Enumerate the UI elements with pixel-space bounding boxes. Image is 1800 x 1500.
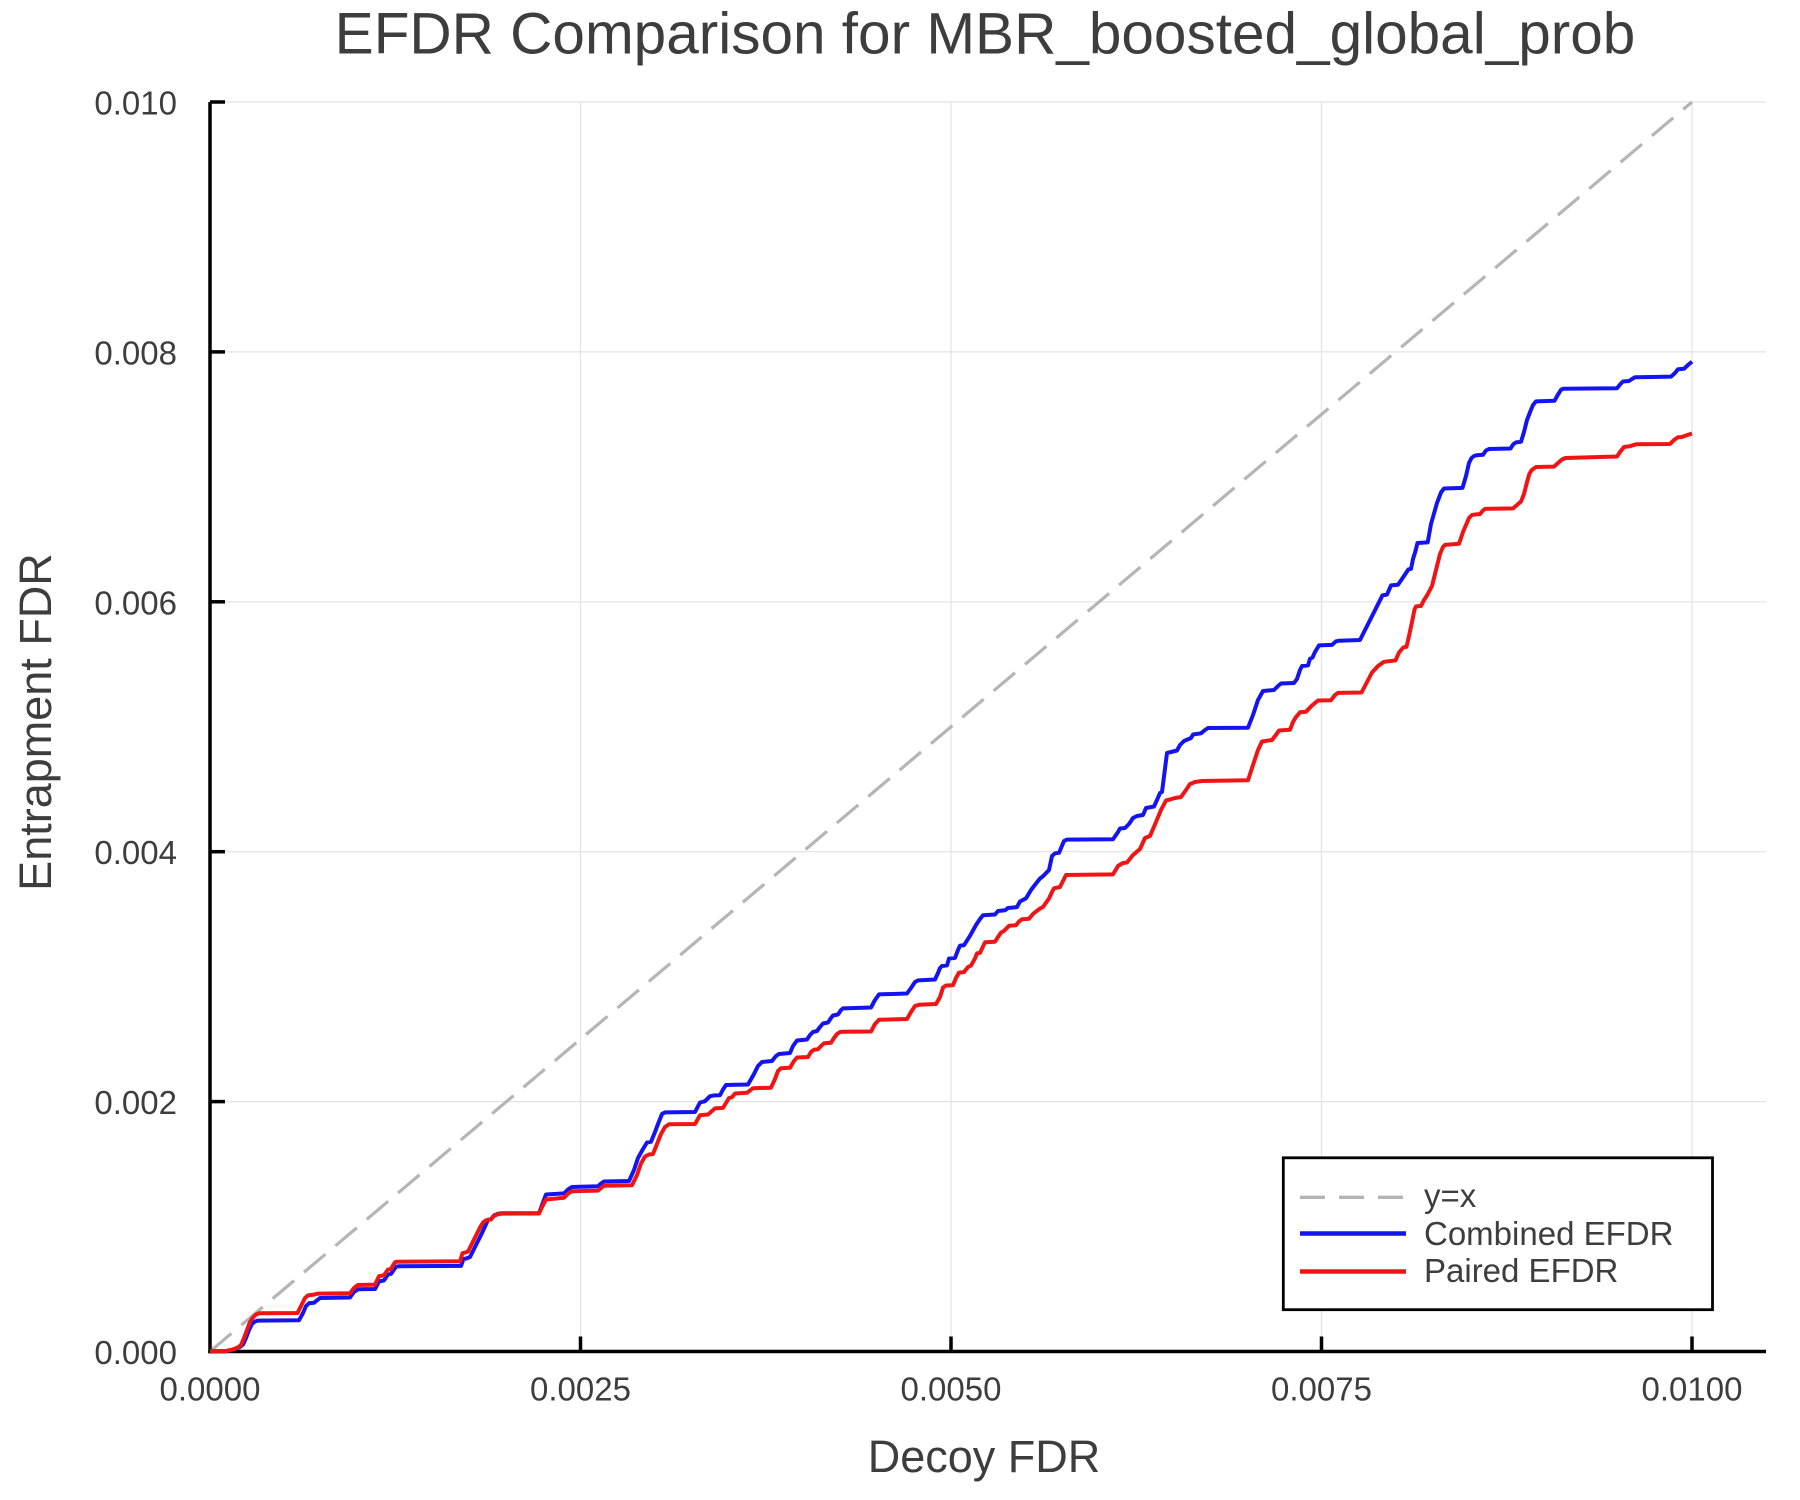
svg-text:0.010: 0.010 xyxy=(94,85,177,122)
svg-text:0.000: 0.000 xyxy=(94,1334,177,1371)
svg-text:0.002: 0.002 xyxy=(94,1084,177,1121)
svg-text:Combined EFDR: Combined EFDR xyxy=(1424,1215,1673,1252)
svg-text:0.006: 0.006 xyxy=(94,584,177,621)
svg-text:0.004: 0.004 xyxy=(94,834,177,871)
svg-text:Paired EFDR: Paired EFDR xyxy=(1424,1252,1618,1289)
svg-text:0.0050: 0.0050 xyxy=(901,1371,1002,1408)
svg-text:0.0075: 0.0075 xyxy=(1271,1371,1372,1408)
svg-text:Entrapment FDR: Entrapment FDR xyxy=(10,553,61,891)
svg-text:0.0100: 0.0100 xyxy=(1642,1371,1743,1408)
svg-text:EFDR Comparison for MBR_booste: EFDR Comparison for MBR_boosted_global_p… xyxy=(335,2,1636,67)
svg-text:0.008: 0.008 xyxy=(94,334,177,371)
svg-text:0.0000: 0.0000 xyxy=(160,1371,261,1408)
svg-text:y=x: y=x xyxy=(1424,1177,1477,1214)
svg-text:Decoy FDR: Decoy FDR xyxy=(868,1431,1101,1482)
svg-text:0.0025: 0.0025 xyxy=(530,1371,631,1408)
